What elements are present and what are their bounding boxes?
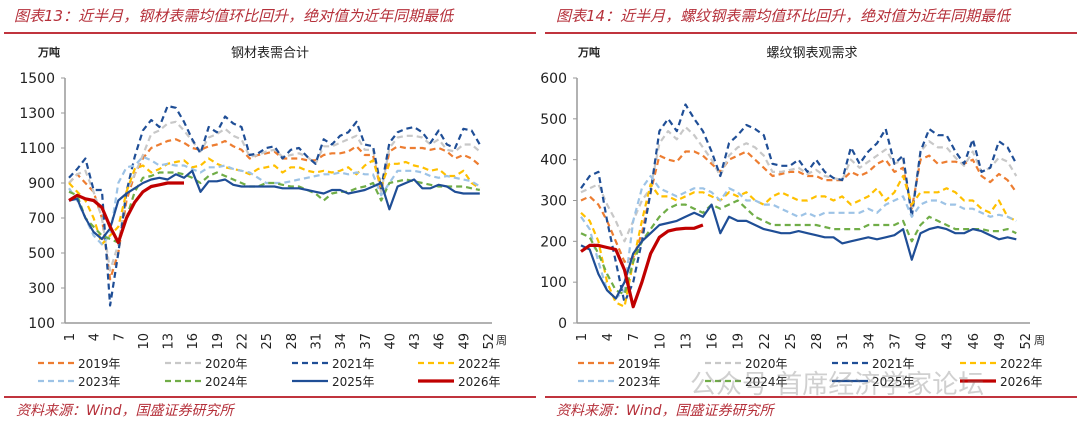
x-tick-label: 49 [993,333,1008,350]
y-tick-label: 900 [28,176,55,192]
watermark: 公众号·首席经济学家论坛 [690,370,985,400]
series-line-2026 [68,181,184,245]
y-axis-unit: 万吨 [37,45,60,59]
legend-label: 2021年 [872,357,915,371]
x-tick-label: 1 [575,333,590,341]
figure-14-caption: 图表14：近半月，螺纹钢表需均值环比回升，绝对值为近年同期最低 [556,7,1011,25]
legend-label: 2023年 [78,375,121,389]
legend-label: 2025年 [872,375,915,389]
x-tick-label: 34 [334,333,349,350]
x-axis-unit: 周 [496,334,507,347]
x-tick-label: 7 [112,333,127,341]
figure-13-caption: 图表13：近半月，钢材表需均值环比回升，绝对值为近年同期最低 [14,7,454,25]
series-line-2025 [580,203,1017,300]
legend-label: 2021年 [332,357,375,371]
x-tick-label: 37 [359,333,374,350]
source-divider [545,396,1077,398]
legend-label: 2025年 [332,375,375,389]
caption-divider [4,32,536,34]
x-tick-label: 19 [732,333,747,350]
x-tick-label: 16 [706,333,721,350]
x-tick-label: 40 [915,333,930,350]
series-line-2022 [580,174,1017,308]
legend-label: 2024年 [205,375,248,389]
y-tick-label: 600 [540,71,567,87]
series-line-2019 [68,138,481,281]
x-tick-label: 13 [162,333,177,350]
y-tick-label: 1100 [19,141,55,157]
x-tick-label: 40 [383,333,398,350]
y-tick-label: 1300 [19,106,55,122]
legend-label: 2024年 [745,375,788,389]
x-tick-label: 46 [967,333,982,350]
series-line-2025 [68,169,480,241]
legend-label: 2026年 [1000,375,1043,389]
y-axis-unit: 万吨 [577,45,600,59]
x-tick-label: 43 [408,333,423,350]
legend-label: 2020年 [745,357,788,371]
legend-label: 2022年 [458,357,501,371]
series-line-2022 [68,157,481,246]
legend-label: 2022年 [1000,357,1043,371]
x-tick-label: 13 [679,333,694,350]
x-tick-label: 52 [1019,333,1034,350]
x-tick-label: 10 [653,333,668,350]
series-line-2024 [580,199,1017,296]
x-tick-label: 16 [186,333,201,350]
legend-label: 2019年 [618,357,661,371]
x-tick-label: 25 [260,333,275,350]
caption-divider [545,32,1077,34]
y-tick-label: 100 [540,275,567,291]
x-tick-label: 43 [941,333,956,350]
y-tick-label: 100 [28,316,55,332]
x-tick-label: 10 [137,333,152,350]
y-tick-label: 300 [28,281,55,297]
x-tick-label: 28 [285,333,300,350]
y-tick-label: 1500 [19,71,55,87]
x-tick-label: 1 [63,333,78,341]
legend-label: 2019年 [78,357,121,371]
series-line-2019 [580,150,1018,263]
series-line-2026 [580,223,704,309]
y-tick-label: 500 [28,246,55,262]
x-tick-label: 7 [627,333,642,341]
x-tick-label: 31 [836,333,851,350]
x-tick-label: 46 [433,333,448,350]
x-tick-label: 31 [309,333,324,350]
x-tick-label: 19 [211,333,226,350]
x-tick-label: 28 [810,333,825,350]
series-line-2020 [68,120,481,272]
series-line-2020 [580,125,1018,243]
figure-14-source: 资料来源：Wind，国盛证券研究所 [556,403,774,419]
x-tick-label: 49 [457,333,472,350]
x-tick-label: 37 [888,333,903,350]
legend-label: 2026年 [458,375,501,389]
y-tick-label: 700 [28,211,55,227]
series-line-2023 [580,174,1017,300]
y-tick-label: 500 [540,112,567,128]
y-tick-label: 400 [540,153,567,169]
legend-label: 2020年 [205,357,248,371]
legend-label: 2023年 [618,375,661,389]
x-tick-label: 22 [236,333,251,350]
series-line-2021 [68,104,481,307]
chart-title: 螺纹钢表观需求 [766,46,857,61]
chart-title: 钢材表需合计 [231,46,309,61]
series-line-2021 [580,103,1018,304]
x-tick-label: 4 [601,333,616,341]
x-tick-label: 25 [784,333,799,350]
series-line-2023 [68,155,481,246]
y-tick-label: 0 [558,316,567,332]
x-axis-unit: 周 [1034,334,1045,347]
figure-13-source: 资料来源：Wind，国盛证券研究所 [16,403,234,419]
x-tick-label: 34 [862,333,877,350]
y-tick-label: 200 [540,234,567,250]
x-tick-label: 4 [88,333,103,341]
x-tick-label: 52 [482,333,497,350]
y-tick-label: 300 [540,194,567,210]
x-tick-label: 22 [758,333,773,350]
source-divider [4,396,536,398]
